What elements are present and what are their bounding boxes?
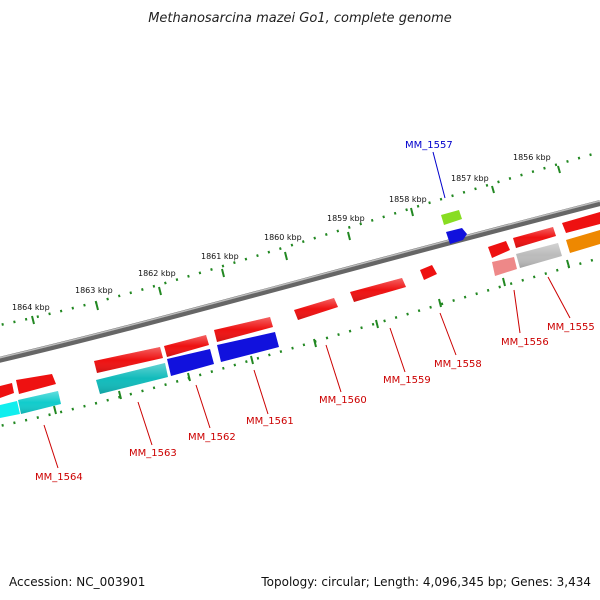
leader-lines — [43, 151, 571, 469]
kbp-label: 1862 kbp — [138, 269, 176, 278]
kbp-label: 1856 kbp — [513, 153, 551, 162]
gene-features-forward — [441, 210, 467, 244]
gene-label[interactable]: MM_1564 — [35, 472, 83, 483]
gene-label[interactable]: MM_1555 — [547, 322, 595, 333]
gene-label[interactable]: MM_1562 — [188, 432, 236, 443]
gene-feature[interactable] — [566, 230, 600, 253]
accession-label: Accession: NC_003901 — [9, 575, 145, 589]
gene-label[interactable]: MM_1556 — [501, 337, 549, 348]
ruler-ticks — [31, 165, 561, 325]
gene-labels: MM_1557 MM_1555 MM_1556 MM_1558 MM_1559 … — [35, 140, 595, 483]
gene-feature[interactable] — [492, 257, 517, 276]
gene-label[interactable]: MM_1560 — [319, 395, 367, 406]
genome-backbone — [0, 200, 600, 363]
gene-features-row2 — [0, 230, 600, 418]
kbp-label: 1858 kbp — [389, 195, 427, 204]
kbp-label: 1860 kbp — [264, 233, 302, 242]
gene-shading — [18, 227, 562, 414]
gene-label[interactable]: MM_1559 — [383, 375, 431, 386]
gene-feature[interactable] — [217, 332, 279, 362]
gene-feature[interactable] — [441, 210, 462, 225]
gene-feature[interactable] — [446, 228, 467, 244]
gene-label[interactable]: MM_1561 — [246, 416, 294, 427]
gene-feature[interactable] — [16, 374, 56, 394]
ruler-labels: 1856 kbp 1857 kbp 1858 kbp 1859 kbp 1860… — [12, 153, 551, 312]
kbp-label: 1864 kbp — [12, 303, 50, 312]
gene-feature[interactable] — [562, 212, 600, 233]
gene-label[interactable]: MM_1563 — [129, 448, 177, 459]
kbp-label: 1859 kbp — [327, 214, 365, 223]
genome-summary: Topology: circular; Length: 4,096,345 bp… — [260, 575, 591, 589]
kbp-label: 1863 kbp — [75, 286, 113, 295]
gene-feature[interactable] — [420, 265, 437, 280]
gene-feature[interactable] — [0, 383, 14, 398]
map-title: Methanosarcina mazei Go1, complete genom… — [148, 11, 452, 26]
kbp-label: 1861 kbp — [201, 252, 239, 261]
gene-feature[interactable] — [167, 349, 214, 376]
inner-ticks — [53, 259, 570, 415]
gene-feature[interactable] — [0, 401, 20, 418]
gene-label[interactable]: MM_1558 — [434, 359, 482, 370]
kbp-label: 1857 kbp — [451, 174, 489, 183]
gene-label[interactable]: MM_1557 — [405, 140, 453, 151]
gene-feature[interactable] — [488, 241, 510, 258]
